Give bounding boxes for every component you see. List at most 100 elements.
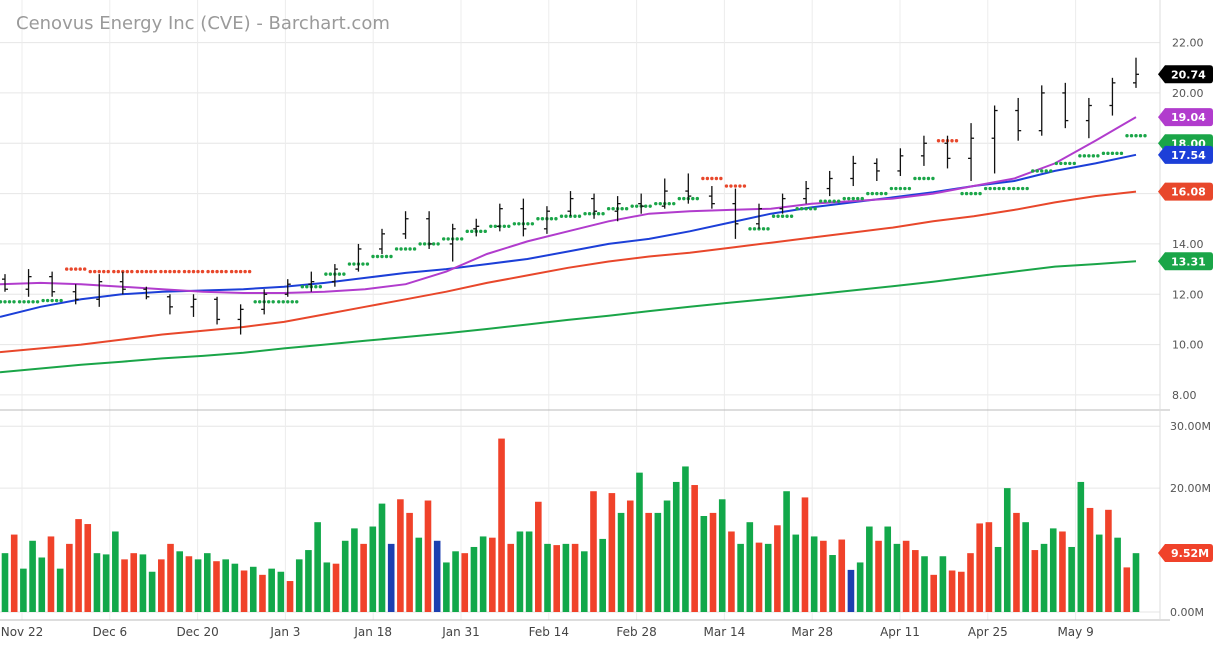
sar-dot [3,300,7,304]
sar-dot [446,237,450,241]
ohlc-bar [1109,77,1116,116]
sar-dot [389,254,393,259]
ohlc-bar [1015,97,1022,141]
sar-dot [813,206,817,211]
sar-dot [412,247,417,251]
volume-bar [921,556,928,612]
sar-dot [559,214,564,218]
sar-dot [130,269,134,274]
volume-bar [553,545,561,612]
ohlc-bar [873,158,880,182]
volume-bar [737,543,744,612]
x-tick-label: Nov 22 [1,625,44,639]
volume-bar [332,563,340,612]
sar-dot [394,247,399,251]
ohlc-bars [2,57,1139,335]
volume-bar [351,528,358,612]
sar-dot [305,285,309,289]
sar-dot [479,229,483,234]
volume-bar [341,540,349,612]
sar-dot [191,269,196,274]
ma-slow-line [0,190,1137,354]
volume-bar [470,546,478,612]
volume-bar [268,568,275,612]
sar-dot [459,237,464,241]
price-tick-label: 10.00 [1172,339,1204,352]
sar-dot [7,300,12,304]
price-tick-label: 12.00 [1172,288,1204,301]
sar-dot [172,269,177,274]
moving-average-lines [0,116,1137,374]
ohlc-bar [732,188,739,239]
sar-dot [624,206,629,211]
sar-dot [1125,134,1129,138]
volume-bar [948,570,956,612]
sar-dot [1044,169,1048,173]
ohlc-bar [897,148,904,176]
volume-bar [1077,481,1085,612]
sar-dot [281,300,285,304]
ohlc-bar [591,193,598,219]
sar-dot [926,176,931,181]
volume-bar [672,481,680,612]
sar-dot [1101,151,1106,156]
volume-bar [792,534,800,612]
sar-dot [328,272,333,276]
volume-bar [185,556,193,612]
volume-bar [930,574,938,612]
sar-dot [337,272,342,276]
ohlc-bar [25,269,32,297]
sar-dot [808,206,813,211]
volume-bar [1022,522,1029,612]
sar-dot [371,254,375,259]
sar-dot [347,262,352,266]
sar-dot [375,254,380,259]
ma-fast-value-tag-text: 19.04 [1171,111,1206,124]
sar-dot [870,191,875,196]
sar-dot [969,191,973,196]
sar-dot [894,186,898,191]
sar-dot [1072,161,1077,166]
volume-tick-label: 0.00M [1170,606,1204,619]
volume-bar [774,525,781,612]
sar-dot [577,214,582,218]
sar-dot [318,285,323,289]
chart-title: Cenovus Energy Inc (CVE) - Barchart.com [16,13,390,34]
volume-bar [295,559,303,612]
volume-bar [305,550,312,612]
volume-bar [810,536,818,612]
sar-dot [714,176,719,181]
volume-bar [590,491,597,612]
sar-dot [564,214,568,218]
sar-dot [271,300,275,304]
ma-medium-value-tag-text: 17.54 [1171,149,1206,162]
sar-dot [549,217,554,221]
ma-fast-line [0,116,1137,294]
sar-dot [1031,169,1035,173]
sar-dot [729,184,733,188]
sar-dot [206,269,210,274]
volume-bar [29,540,36,612]
sar-dot [121,269,125,274]
sar-dot [875,191,879,196]
x-axis-ticks: Nov 22 Dec 6 Dec 20 Jan 3 Jan 18 Jan 31 Feb 14… [1,625,1094,639]
ohlc-bar [920,135,927,166]
price-tick-label: 8.00 [1172,389,1197,402]
sar-dot [1138,134,1143,138]
volume-bar [626,500,634,612]
volume-bar [516,531,524,612]
sar-dot [997,186,1001,191]
ohlc-bar [614,196,621,222]
sar-dot [229,269,234,274]
sar-dot [35,300,40,304]
price-tick-label: 20.00 [1172,87,1204,100]
sar-dot [112,269,116,274]
volume-bar [728,531,735,612]
sar-dot [380,254,384,259]
ma-fast-value-tag-bg [1158,108,1213,127]
sar-dot [93,269,97,274]
ohlc-bar [756,203,762,229]
sar-dot [163,269,168,274]
volume-bar [84,524,92,612]
